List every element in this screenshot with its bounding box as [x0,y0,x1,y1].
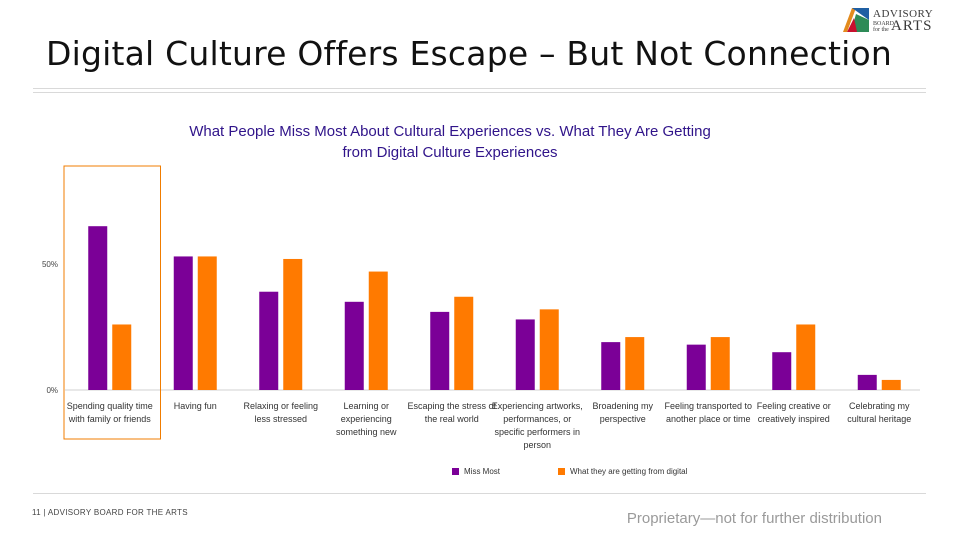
legend-item-miss-most: Miss Most [452,467,500,476]
legend-item-digital: What they are getting from digital [558,467,687,476]
category-label: Celebrating my cultural heritage [847,401,912,424]
bar-miss-most-1 [173,256,193,390]
title-divider-top [33,88,926,89]
legend-swatch-digital [558,468,565,475]
footer-proprietary-notice: Proprietary—not for further distribution [626,510,882,527]
title-divider-bottom [33,92,926,93]
bar-miss-most-4 [430,311,450,390]
bar-miss-most-7 [686,344,706,390]
bar-miss-most-8 [772,352,792,390]
footer-divider [33,493,926,494]
y-tick-label: 0% [46,386,58,395]
chart-title-line2: from Digital Culture Experiences [342,144,558,161]
bar-digital-1 [197,256,217,390]
category-label: Learning or experiencing something new [335,401,397,437]
advisory-board-logo: ADVISORY BOARD for the ARTS [843,8,953,34]
bar-digital-8 [796,324,816,390]
bar-digital-7 [710,337,730,390]
y-tick-label: 50% [42,260,58,269]
bar-miss-most-6 [601,342,621,390]
logo-mark-icon [843,8,869,32]
legend-swatch-miss-most [452,468,459,475]
legend-label-digital: What they are getting from digital [570,467,688,476]
bar-miss-most-3 [344,301,364,390]
logo-text-board: BOARD for the [873,21,895,33]
category-label: Escaping the stress of the real world [407,401,497,424]
footer-page-info: 11 | ADVISORY BOARD FOR THE ARTS [32,508,188,517]
legend-label-miss-most: Miss Most [464,467,500,476]
bar-digital-9 [881,379,901,390]
logo-text-arts: ARTS [891,18,933,34]
category-label: Feeling creative or creatively inspired [756,401,831,424]
highlight-box [63,165,161,440]
bar-chart: 0% 50% [42,165,920,440]
category-label: Experiencing artworks, performances, or … [491,401,583,450]
chart-legend: Miss Most What they are getting from dig… [452,467,745,476]
chart-title: What People Miss Most About Cultural Exp… [130,121,770,163]
category-label: Feeling transported to another place or … [664,401,753,424]
category-label: Having fun [173,401,217,411]
bar-digital-0 [112,324,132,390]
category-label: Spending quality time with family or fri… [66,401,153,424]
category-label: Relaxing or feeling less stressed [243,401,319,424]
bar-miss-most-2 [259,291,279,390]
slide-title: Digital Culture Offers Escape – But Not … [46,34,893,73]
bar-digital-6 [625,337,645,390]
bar-miss-most-5 [515,319,535,390]
bar-digital-2 [283,258,303,390]
bar-miss-most-9 [857,374,877,390]
category-label: Broadening my perspective [592,401,654,424]
bar-digital-3 [368,271,388,390]
logo-text-advisory: ADVISORY [873,8,934,20]
bar-digital-5 [539,309,559,390]
chart-title-line1: What People Miss Most About Cultural Exp… [189,123,711,140]
bar-digital-4 [454,296,474,390]
bar-miss-most-0 [88,226,108,390]
